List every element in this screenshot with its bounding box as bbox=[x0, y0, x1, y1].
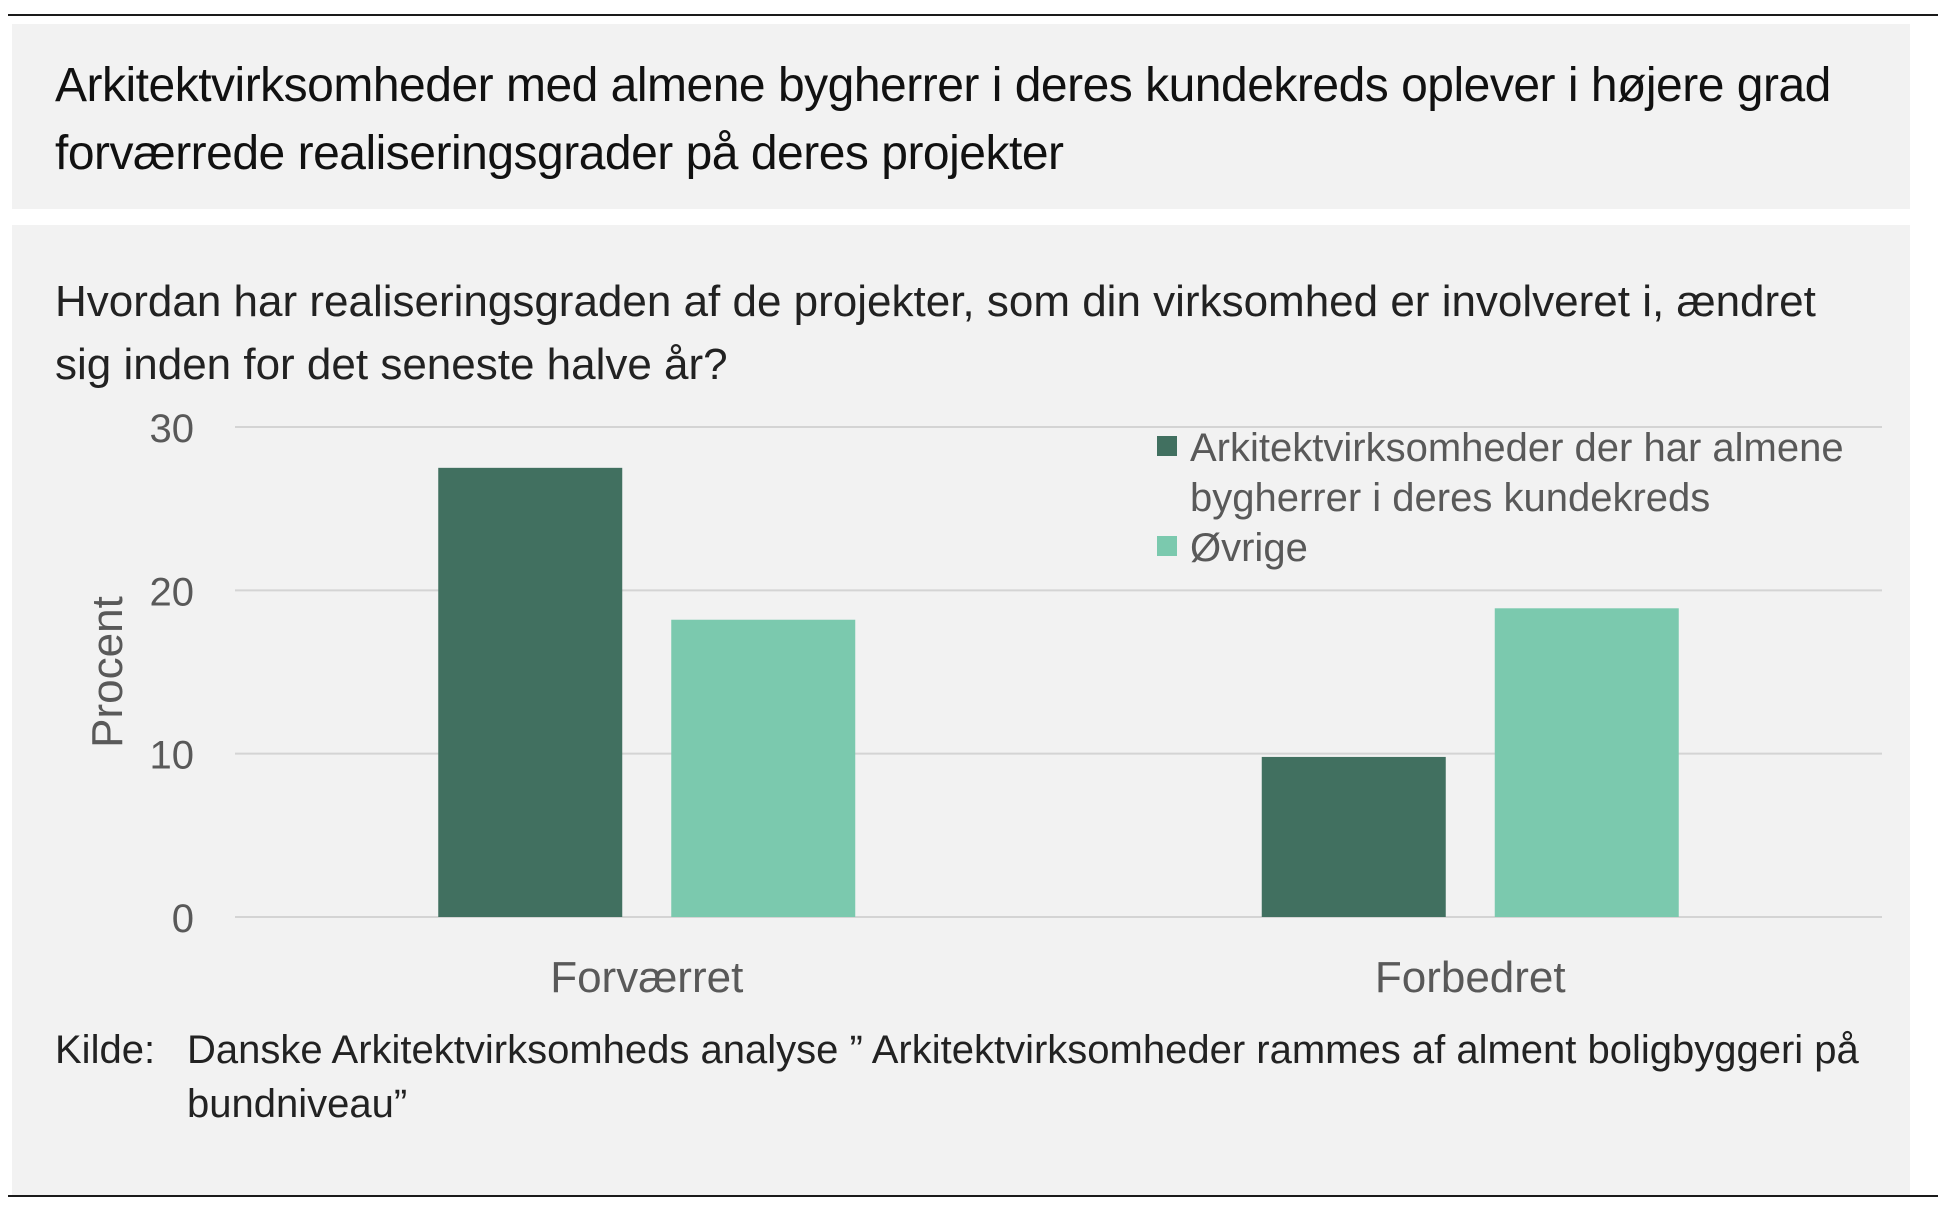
bar-ovrige bbox=[671, 619, 856, 917]
y-axis-label: Procent bbox=[83, 596, 132, 748]
y-tick-label: 0 bbox=[172, 897, 194, 941]
figure-title: Arkitektvirksomheder med almene bygherre… bbox=[55, 59, 1831, 180]
legend-swatch bbox=[1157, 436, 1177, 456]
bar-chart: 0 10 20 30 Procent Forværret Forbedret Arkitekt… bbox=[83, 407, 1882, 1002]
source-label: Kilde: bbox=[55, 1028, 156, 1072]
title-panel: Arkitektvirksomheder med almene bygherre… bbox=[12, 24, 1910, 209]
bar-almene bbox=[1261, 756, 1446, 917]
source-text: Danske Arkitektvirksomheds analyse ” Ark… bbox=[187, 1028, 1859, 1126]
bar-ovrige bbox=[1494, 608, 1679, 917]
bar-almene bbox=[438, 467, 623, 917]
bottom-rule bbox=[8, 1195, 1938, 1197]
legend-label: Øvrige bbox=[1190, 526, 1308, 570]
x-tick-label: Forbedret bbox=[1375, 953, 1566, 1002]
y-tick-label: 20 bbox=[150, 570, 195, 614]
legend-label: Arkitektvirksomheder der har almene bbox=[1190, 426, 1844, 470]
y-tick-label: 30 bbox=[150, 407, 195, 451]
legend-label: bygherrer i deres kundekreds bbox=[1190, 476, 1710, 520]
y-tick-label: 10 bbox=[150, 734, 195, 778]
chart-title: Hvordan har realiseringsgraden af de pro… bbox=[55, 277, 1816, 389]
legend-swatch bbox=[1157, 536, 1177, 556]
chart-panel: Hvordan har realiseringsgraden af de pro… bbox=[12, 225, 1910, 1195]
x-tick-label: Forværret bbox=[550, 953, 743, 1002]
top-rule bbox=[8, 14, 1938, 16]
